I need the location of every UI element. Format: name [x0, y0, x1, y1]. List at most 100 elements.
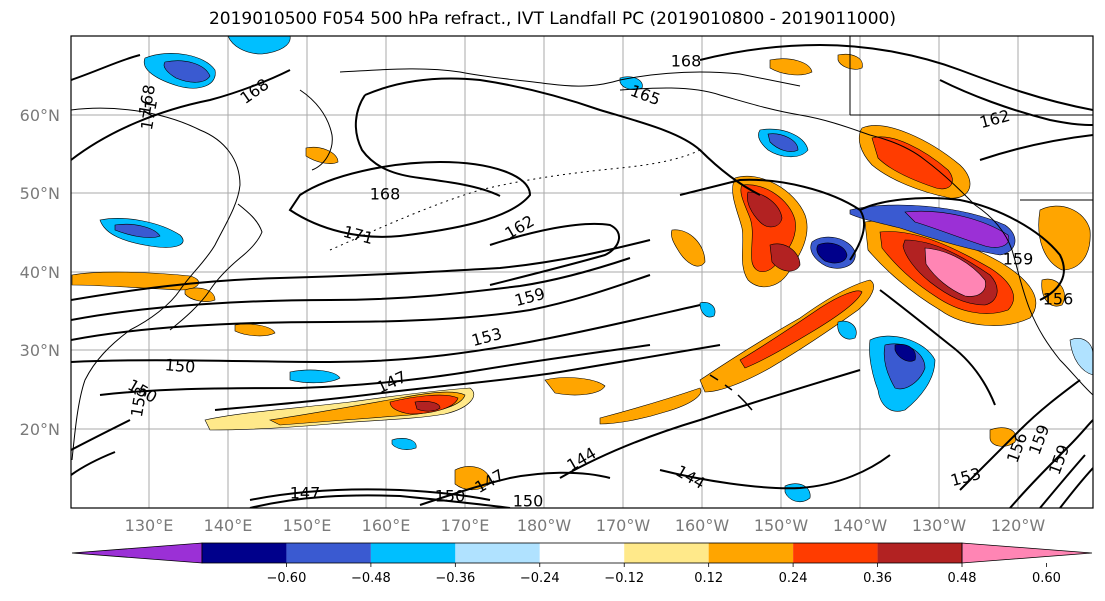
lat-label: 50°N [20, 184, 60, 203]
latitude-labels: 60°N 50°N 40°N 30°N 20°N [20, 106, 60, 439]
contour-line [354, 94, 501, 197]
positive-anomaly-patch [305, 147, 339, 164]
colorbar-tick-labels: −0.60 −0.48 −0.36 −0.24 −0.12 0.12 0.24 0.36 0.4… [267, 563, 1061, 586]
lon-label: 160°W [675, 516, 730, 535]
lat-label: 30°N [20, 341, 60, 360]
lat-label: 60°N [20, 106, 60, 125]
contour-line [288, 160, 532, 238]
colorbar-segment [202, 543, 287, 563]
lon-label: 130°W [912, 516, 967, 535]
lon-label: 160°E [362, 516, 411, 535]
lon-label: 180°W [517, 516, 572, 535]
negative-anomaly-patch [391, 438, 417, 450]
colorbar-segment [539, 543, 625, 563]
lat-label: 40°N [20, 263, 60, 282]
contour-line [859, 197, 1065, 301]
lon-label: 150°E [283, 516, 332, 535]
contour-label: 168 [370, 185, 401, 204]
positive-anomaly-patch [769, 243, 801, 272]
contour-line [419, 471, 611, 506]
negative-anomaly-patch [699, 302, 716, 318]
contour-line [364, 77, 761, 196]
contour-line [249, 488, 491, 501]
negative-anomaly-patch [894, 344, 916, 362]
colorbar-tick-label: −0.12 [604, 571, 644, 586]
contour-line [1009, 419, 1093, 508]
positive-anomaly-patch [924, 247, 986, 297]
contour-line [71, 419, 131, 451]
negative-anomaly-patch [114, 223, 161, 238]
positive-anomaly-patch [671, 229, 706, 267]
positive-anomaly-patch [414, 401, 441, 412]
negative-anomaly-patch [289, 369, 341, 384]
anomaly-fills [71, 36, 1093, 503]
negative-anomaly-patch [837, 320, 857, 340]
contour-line [979, 134, 1093, 161]
contour-line [71, 304, 701, 364]
contour-line [71, 239, 651, 301]
contour-line [679, 178, 866, 261]
contour-label: 150 [164, 355, 196, 377]
contour-label: 159 [1003, 250, 1034, 269]
contour-line [71, 54, 141, 81]
contour-line [71, 451, 116, 476]
colorbar-tick-label: 0.48 [948, 571, 977, 586]
contour-line [1039, 454, 1086, 508]
lat-label: 20°N [20, 420, 60, 439]
contour-label: 150 [435, 487, 466, 506]
positive-anomaly-patch [184, 287, 216, 302]
coastline-kamchatka [299, 89, 333, 171]
positive-anomaly-patch [599, 387, 702, 425]
contour-line [214, 344, 721, 411]
colorbar-tick-label: 0.12 [694, 571, 723, 586]
lon-label: 170°E [441, 516, 490, 535]
negative-anomaly-patch [619, 76, 643, 90]
colorbar-tick-label: −0.48 [351, 571, 391, 586]
positive-anomaly-patch [454, 466, 491, 491]
negative-anomaly-patch [227, 36, 291, 55]
positive-anomaly-patch [747, 191, 783, 228]
contour-line [1059, 467, 1093, 508]
colorbar-tick-label: 0.36 [863, 571, 892, 586]
negative-anomaly-patch [1069, 338, 1093, 376]
negative-anomaly-patch [816, 242, 848, 264]
colorbar-segment [286, 543, 371, 563]
positive-anomaly-patch [871, 136, 953, 190]
colorbar [71, 542, 1093, 564]
positive-anomaly-patch [739, 290, 863, 369]
longitude-labels: 130°E 140°E 150°E 160°E 170°E 180°W 170°W 160°W… [125, 516, 1046, 535]
coastline-japan [169, 203, 263, 331]
coastline-bering [619, 71, 801, 87]
colorbar-tick-label: 0.24 [779, 571, 808, 586]
contour-line [71, 69, 291, 161]
lon-label: 170°W [596, 516, 651, 535]
coastline-hawaii [709, 374, 753, 411]
contour-line [959, 379, 1081, 491]
coastline-siberia [339, 68, 621, 87]
lon-label: 140°W [833, 516, 888, 535]
contour-line [99, 344, 651, 396]
colorbar-outline [201, 542, 963, 564]
coastlines [71, 36, 1093, 461]
colorbar-extend-high [961, 542, 1093, 564]
coastline-alaska [619, 87, 976, 206]
colorbar-segment [708, 543, 794, 563]
lon-label: 140°E [204, 516, 253, 535]
map-title: 2019010500 F054 500 hPa refract., IVT La… [208, 9, 896, 29]
contour-line [879, 289, 996, 406]
height-contours [71, 43, 1093, 508]
colorbar-segment [455, 543, 540, 563]
contour-line [699, 43, 1093, 111]
contour-label: 156 [1043, 290, 1074, 309]
negative-anomaly-patch [904, 210, 1010, 248]
map-frame [70, 35, 1094, 509]
positive-anomaly-patch [1038, 205, 1091, 271]
lon-label: 130°E [125, 516, 174, 535]
lon-label: 150°W [754, 516, 809, 535]
negative-anomaly-patch [163, 60, 211, 83]
contour-label: 168 [671, 52, 702, 71]
contour-line [939, 79, 1093, 126]
coastline-asia [71, 107, 241, 461]
contour-line [71, 257, 631, 321]
